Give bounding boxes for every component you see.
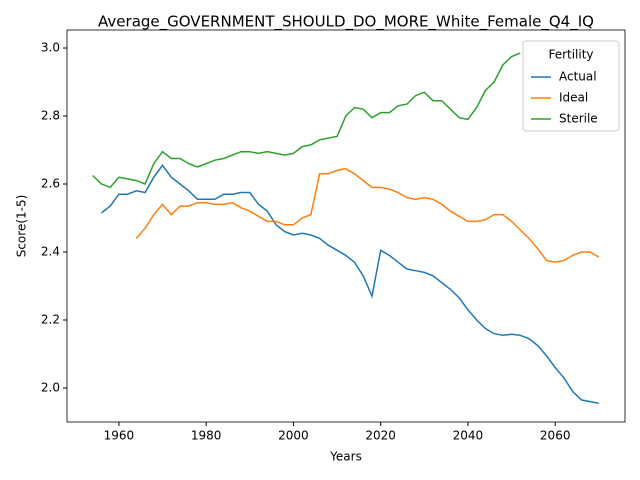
y-tick-label: 2.2	[41, 313, 60, 327]
legend-box	[522, 40, 620, 132]
legend-label: Actual	[559, 70, 597, 84]
x-axis-label: Years	[329, 450, 362, 464]
chart-title: Average_GOVERNMENT_SHOULD_DO_MORE_White_…	[98, 13, 594, 32]
x-tick-label: 2000	[278, 429, 309, 443]
legend-label: Sterile	[559, 112, 598, 126]
legend-label: Ideal	[559, 91, 588, 105]
x-tick-label: 1980	[191, 429, 222, 443]
x-tick-label: 1960	[104, 429, 135, 443]
y-tick-label: 2.6	[41, 177, 60, 191]
line-series	[135, 167, 600, 263]
x-tick-label: 2020	[365, 429, 396, 443]
y-tick-label: 2.0	[41, 381, 60, 395]
line-series	[92, 52, 521, 189]
y-tick-label: 2.8	[41, 109, 60, 123]
x-tick-label: 2060	[540, 429, 571, 443]
legend-title: Fertility	[548, 48, 593, 62]
y-axis-label: Score(1-5)	[15, 195, 29, 258]
plot-frame	[66, 29, 626, 423]
y-tick-label: 3.0	[41, 41, 60, 55]
legend: Fertility Actual Ideal Sterile	[522, 40, 620, 132]
y-tick-label: 2.4	[41, 245, 60, 259]
x-tick-label: 2040	[453, 429, 484, 443]
line-series	[101, 164, 599, 405]
